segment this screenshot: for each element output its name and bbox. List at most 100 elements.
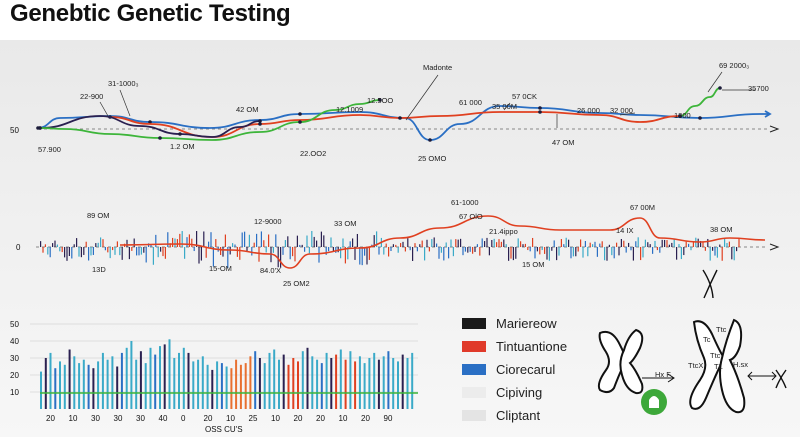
signal-bar xyxy=(188,234,190,247)
bar xyxy=(163,344,166,409)
bar xyxy=(139,351,142,409)
signal-bar xyxy=(736,247,738,252)
signal-bar xyxy=(196,231,198,247)
signal-bar xyxy=(704,247,706,251)
data-label: 38 OM xyxy=(710,225,733,234)
signal-bar xyxy=(203,231,205,247)
signal-bar xyxy=(349,241,351,247)
signal-bar xyxy=(150,244,152,247)
signal-bar xyxy=(719,244,721,247)
series-point xyxy=(298,120,302,124)
bar xyxy=(206,364,209,409)
data-label: TtcX xyxy=(688,361,703,370)
signal-bar xyxy=(647,242,649,247)
signal-bar xyxy=(652,247,654,254)
signal-bar xyxy=(44,244,46,247)
legend-item: Ciorecarul xyxy=(462,358,567,381)
signal-bar xyxy=(659,247,661,253)
signal-bar xyxy=(728,241,730,247)
series-point xyxy=(298,112,302,116)
signal-bar xyxy=(157,247,159,258)
data-label: 67 OlO xyxy=(459,212,483,221)
signal-bar xyxy=(517,238,519,247)
signal-bar xyxy=(256,233,258,247)
bar xyxy=(392,358,395,409)
panel2-arrow-icon xyxy=(769,243,780,251)
signal-bar xyxy=(644,239,646,247)
signal-bar xyxy=(716,247,718,258)
bar xyxy=(135,359,138,409)
bar xyxy=(335,354,338,409)
signal-bar xyxy=(140,247,142,255)
signal-bar xyxy=(109,247,111,259)
panel1-labels-group: 31-1000₃ 22-900 57.900 1.2 OM 42 OM 22.OO2 12.… xyxy=(38,61,769,163)
signal-bar xyxy=(714,247,716,256)
signal-bar xyxy=(241,232,243,247)
signal-bar xyxy=(112,247,114,251)
signal-bar xyxy=(731,247,733,260)
legend-swatch xyxy=(462,410,486,421)
signal-bar xyxy=(176,239,178,247)
bar xyxy=(292,358,295,409)
bar xyxy=(125,347,128,409)
series-point xyxy=(428,138,432,142)
signal-bar xyxy=(335,247,337,253)
signal-bar xyxy=(128,247,130,260)
signal-bar xyxy=(284,240,286,247)
signal-bar xyxy=(68,247,70,257)
signal-bar xyxy=(505,244,507,247)
signal-bar xyxy=(700,240,702,247)
signal-bar xyxy=(515,247,517,259)
bar xyxy=(44,358,47,409)
signal-bar xyxy=(143,247,145,253)
signal-bar xyxy=(145,247,147,263)
signal-bar xyxy=(162,247,164,257)
signal-bar xyxy=(539,247,541,255)
signal-bar xyxy=(611,247,613,256)
signal-bar xyxy=(498,239,500,247)
data-label: 25 OM2 xyxy=(283,279,310,288)
signal-bar xyxy=(623,240,625,247)
data-label: 25 OMO xyxy=(418,154,447,163)
signal-bar xyxy=(599,243,601,247)
x-tick-label: 20 xyxy=(294,414,303,423)
signal-bar xyxy=(330,237,332,247)
signal-bar xyxy=(524,243,526,247)
bar xyxy=(168,339,171,409)
data-label: 42 OM xyxy=(236,105,259,114)
bar xyxy=(373,352,376,409)
data-label: H.sx xyxy=(733,360,748,369)
bar xyxy=(230,368,233,409)
panel1-ref-label: 50 xyxy=(10,126,19,135)
signal-bar xyxy=(577,247,579,252)
signal-bar xyxy=(280,247,282,268)
signal-bar xyxy=(527,247,529,251)
signal-bar xyxy=(712,247,714,251)
signal-bar xyxy=(66,247,68,261)
signal-bar xyxy=(479,247,481,256)
signal-bar xyxy=(361,247,363,266)
signal-bar xyxy=(78,247,80,257)
x-tick-label: 30 xyxy=(114,414,123,423)
signal-bar xyxy=(164,247,166,259)
data-label: 89 OM xyxy=(87,211,110,220)
x-tick-label: 90 xyxy=(384,414,393,423)
data-label: 69 2000₃ xyxy=(719,61,749,70)
signal-bar xyxy=(275,234,277,247)
signal-bar xyxy=(529,247,531,252)
bar xyxy=(144,363,147,409)
signal-bar xyxy=(469,247,471,252)
signal-bar xyxy=(136,247,138,256)
signal-bar xyxy=(409,247,411,251)
signal-bar xyxy=(685,241,687,247)
series-point xyxy=(398,116,402,120)
series-point xyxy=(538,110,542,114)
signal-bar xyxy=(95,243,97,247)
signal-bar xyxy=(119,247,121,256)
data-label: 33 OM xyxy=(334,219,357,228)
signal-bar xyxy=(251,247,253,256)
signal-bar xyxy=(556,247,558,261)
signal-bar xyxy=(412,247,414,261)
signal-bar xyxy=(433,237,435,247)
bar xyxy=(216,361,219,409)
